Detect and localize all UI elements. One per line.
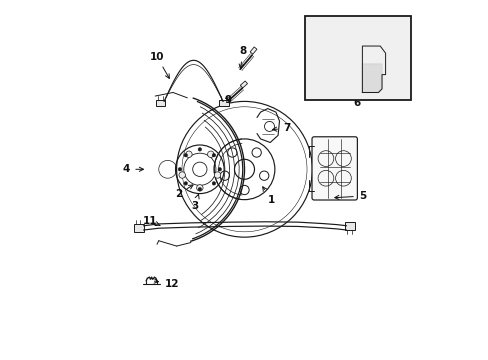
Circle shape [183,181,187,185]
Circle shape [212,181,215,185]
Circle shape [198,188,201,191]
Circle shape [179,172,185,178]
Text: 1: 1 [262,187,274,204]
Circle shape [214,172,220,178]
Text: 4: 4 [122,164,143,174]
Circle shape [196,185,203,191]
Bar [240,81,247,88]
Bar [249,47,256,54]
Text: 9: 9 [224,95,231,105]
Bar [219,100,228,106]
Text: 6: 6 [353,98,360,108]
Circle shape [207,151,214,157]
Text: 2: 2 [174,185,193,199]
Text: 7: 7 [272,123,290,133]
Text: 11: 11 [142,216,160,226]
Bar [156,100,165,106]
Circle shape [198,148,201,151]
Text: 8: 8 [239,46,246,68]
Polygon shape [362,64,381,93]
Circle shape [218,167,221,171]
Text: 5: 5 [334,191,365,201]
Text: 3: 3 [190,194,199,211]
Bar [134,224,143,232]
Circle shape [183,153,187,157]
Circle shape [185,151,192,157]
Bar [345,222,354,230]
Bar [305,16,410,100]
Text: 10: 10 [149,52,169,78]
Circle shape [178,167,182,171]
FancyBboxPatch shape [311,137,357,200]
Text: 12: 12 [154,279,179,289]
Circle shape [212,153,215,157]
